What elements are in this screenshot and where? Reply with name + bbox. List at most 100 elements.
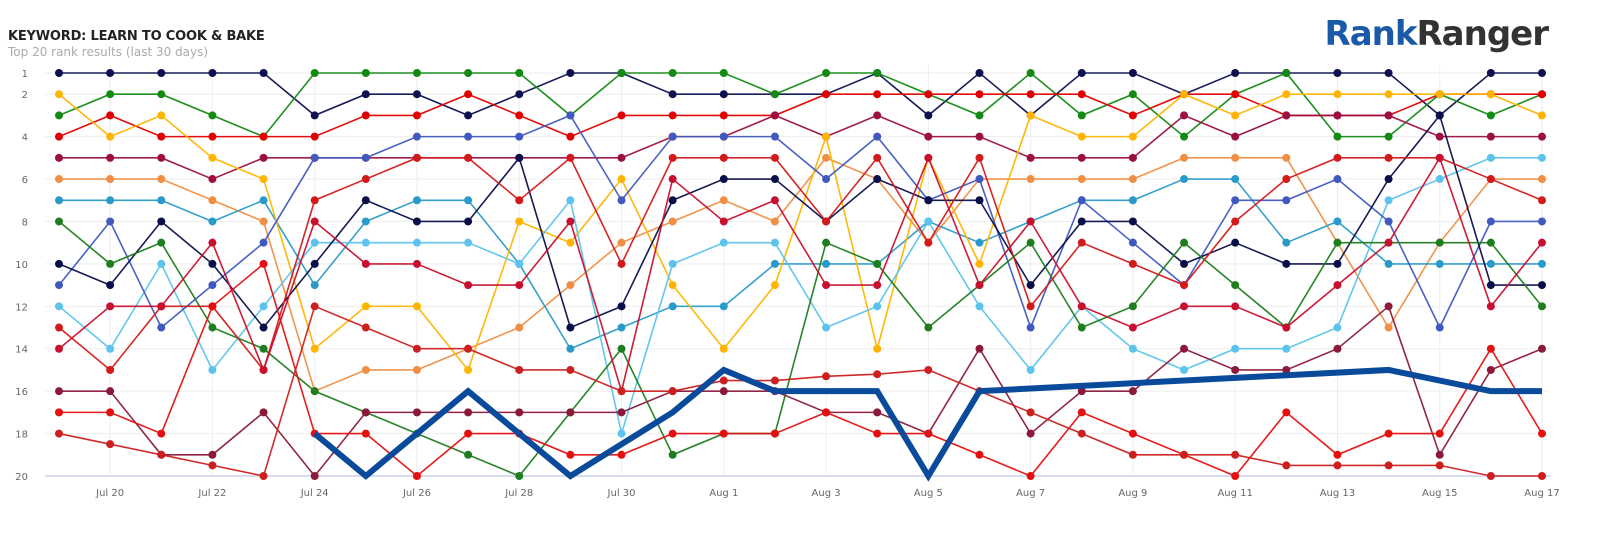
series-point-7	[55, 302, 63, 311]
series-point-9	[924, 196, 933, 205]
series-point-7	[157, 259, 166, 268]
series-point-14	[770, 429, 779, 438]
series-point-13	[975, 344, 984, 353]
series-point-11	[822, 217, 831, 226]
series-point-5	[1180, 175, 1189, 184]
series-point-6	[1077, 132, 1086, 141]
series-point-6	[464, 365, 473, 374]
series-point-13	[464, 408, 473, 417]
series-point-11	[1384, 153, 1393, 162]
series-point-8	[1486, 217, 1495, 226]
series-point-0	[361, 90, 370, 99]
series-point-3	[259, 153, 268, 162]
y-tick-label: 14	[15, 345, 28, 356]
x-tick-label: Jul 22	[197, 488, 226, 499]
series-point-7	[668, 259, 677, 268]
series-point-9	[1231, 238, 1240, 247]
series-point-1	[208, 111, 217, 120]
series-point-1	[873, 69, 882, 77]
series-point-5	[1282, 238, 1291, 247]
series-point-10	[259, 344, 268, 353]
series-point-11	[924, 238, 933, 247]
series-point-15	[1282, 461, 1291, 470]
series-point-6	[873, 344, 882, 353]
series-point-9	[873, 175, 882, 184]
series-point-13	[412, 408, 421, 417]
series-point-12	[822, 281, 831, 290]
series-line-12	[58, 155, 1543, 395]
series-point-6	[310, 344, 319, 353]
series-point-6	[668, 281, 677, 290]
series-point-9	[566, 323, 575, 332]
series-point-13	[1435, 450, 1444, 459]
series-point-1	[1180, 132, 1189, 141]
series-point-7	[1180, 365, 1189, 374]
series-point-8	[1128, 238, 1137, 247]
series-point-14	[1486, 344, 1495, 353]
series-point-6	[719, 344, 728, 353]
series-point-2	[55, 132, 63, 141]
series-point-2	[464, 90, 473, 99]
series-point-4	[668, 217, 677, 226]
series-point-0	[515, 90, 524, 99]
series-point-15	[464, 344, 473, 353]
x-tick-label: Aug 1	[709, 488, 738, 499]
series-point-3	[1384, 111, 1393, 120]
series-point-12	[515, 281, 524, 290]
x-tick-label: Jul 20	[95, 488, 124, 499]
series-point-12	[464, 281, 473, 290]
series-point-14	[873, 429, 882, 438]
series-point-6	[770, 281, 779, 290]
series-point-10	[464, 450, 473, 459]
series-point-2	[719, 111, 728, 120]
series-point-3	[1435, 132, 1444, 141]
series-point-3	[770, 111, 779, 120]
series-point-6	[617, 175, 626, 184]
series-point-10	[515, 472, 524, 480]
series-point-9	[208, 259, 217, 268]
series-point-4	[1128, 175, 1137, 184]
series-point-0	[668, 90, 677, 99]
logo-part2: Ranger	[1416, 14, 1549, 54]
series-point-9	[1128, 217, 1137, 226]
series-point-12	[1231, 302, 1240, 311]
y-tick-label: 8	[22, 217, 28, 228]
series-point-2	[822, 90, 831, 99]
series-point-11	[55, 323, 63, 332]
series-point-1	[668, 69, 677, 77]
series-point-1	[106, 90, 115, 99]
series-point-13	[1486, 365, 1495, 374]
series-point-7	[770, 238, 779, 247]
series-point-4	[208, 196, 217, 205]
series-point-11	[464, 153, 473, 162]
series-line-14	[59, 262, 1543, 478]
series-point-0	[1538, 69, 1546, 77]
series-point-1	[822, 69, 831, 77]
series-point-13	[515, 408, 524, 417]
y-tick-label: 20	[15, 472, 28, 483]
series-point-8	[106, 217, 115, 226]
series-point-5	[106, 196, 115, 205]
series-line-7	[58, 157, 1542, 437]
series-point-7	[106, 344, 115, 353]
y-tick-label: 16	[15, 387, 28, 398]
series-point-7	[1486, 153, 1495, 162]
series-point-12	[1435, 153, 1444, 162]
series-line-6	[58, 93, 1543, 372]
series-point-5	[1231, 175, 1240, 184]
series-point-0	[259, 69, 268, 77]
y-tick-label: 12	[15, 302, 28, 313]
series-point-15	[822, 372, 831, 381]
series-point-1	[157, 90, 166, 99]
series-point-15	[566, 365, 575, 374]
series-point-9	[515, 153, 524, 162]
series-point-3	[106, 153, 115, 162]
chart-subtitle: Top 20 rank results (last 30 days)	[8, 45, 209, 59]
series-point-11	[412, 153, 421, 162]
series-point-15	[310, 302, 319, 311]
series-point-1	[617, 69, 626, 77]
series-point-4	[106, 175, 115, 184]
series-point-5	[1435, 259, 1444, 268]
series-line-11	[58, 155, 1543, 372]
series-point-5	[668, 302, 677, 311]
